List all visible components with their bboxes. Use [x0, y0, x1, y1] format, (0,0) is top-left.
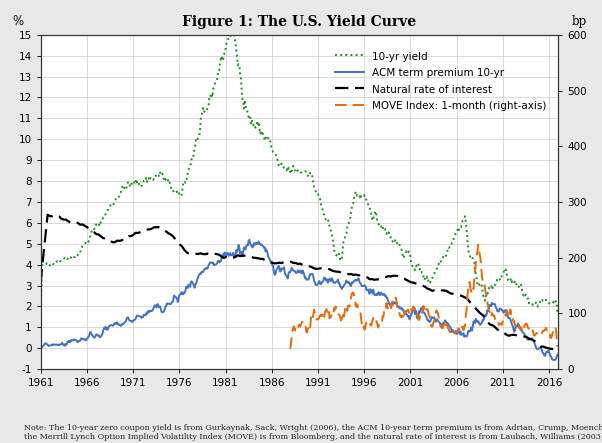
Title: Figure 1: The U.S. Yield Curve: Figure 1: The U.S. Yield Curve	[182, 16, 417, 30]
Text: %: %	[12, 15, 23, 28]
Text: Note: The 10-year zero coupon yield is from Gurkaynak, Sack, Wright (2006), the : Note: The 10-year zero coupon yield is f…	[24, 424, 602, 441]
Legend: 10-yr yield, ACM term premium 10-yr, Natural rate of interest, MOVE Index: 1-mon: 10-yr yield, ACM term premium 10-yr, Nat…	[330, 47, 551, 116]
Text: bp: bp	[571, 15, 587, 28]
